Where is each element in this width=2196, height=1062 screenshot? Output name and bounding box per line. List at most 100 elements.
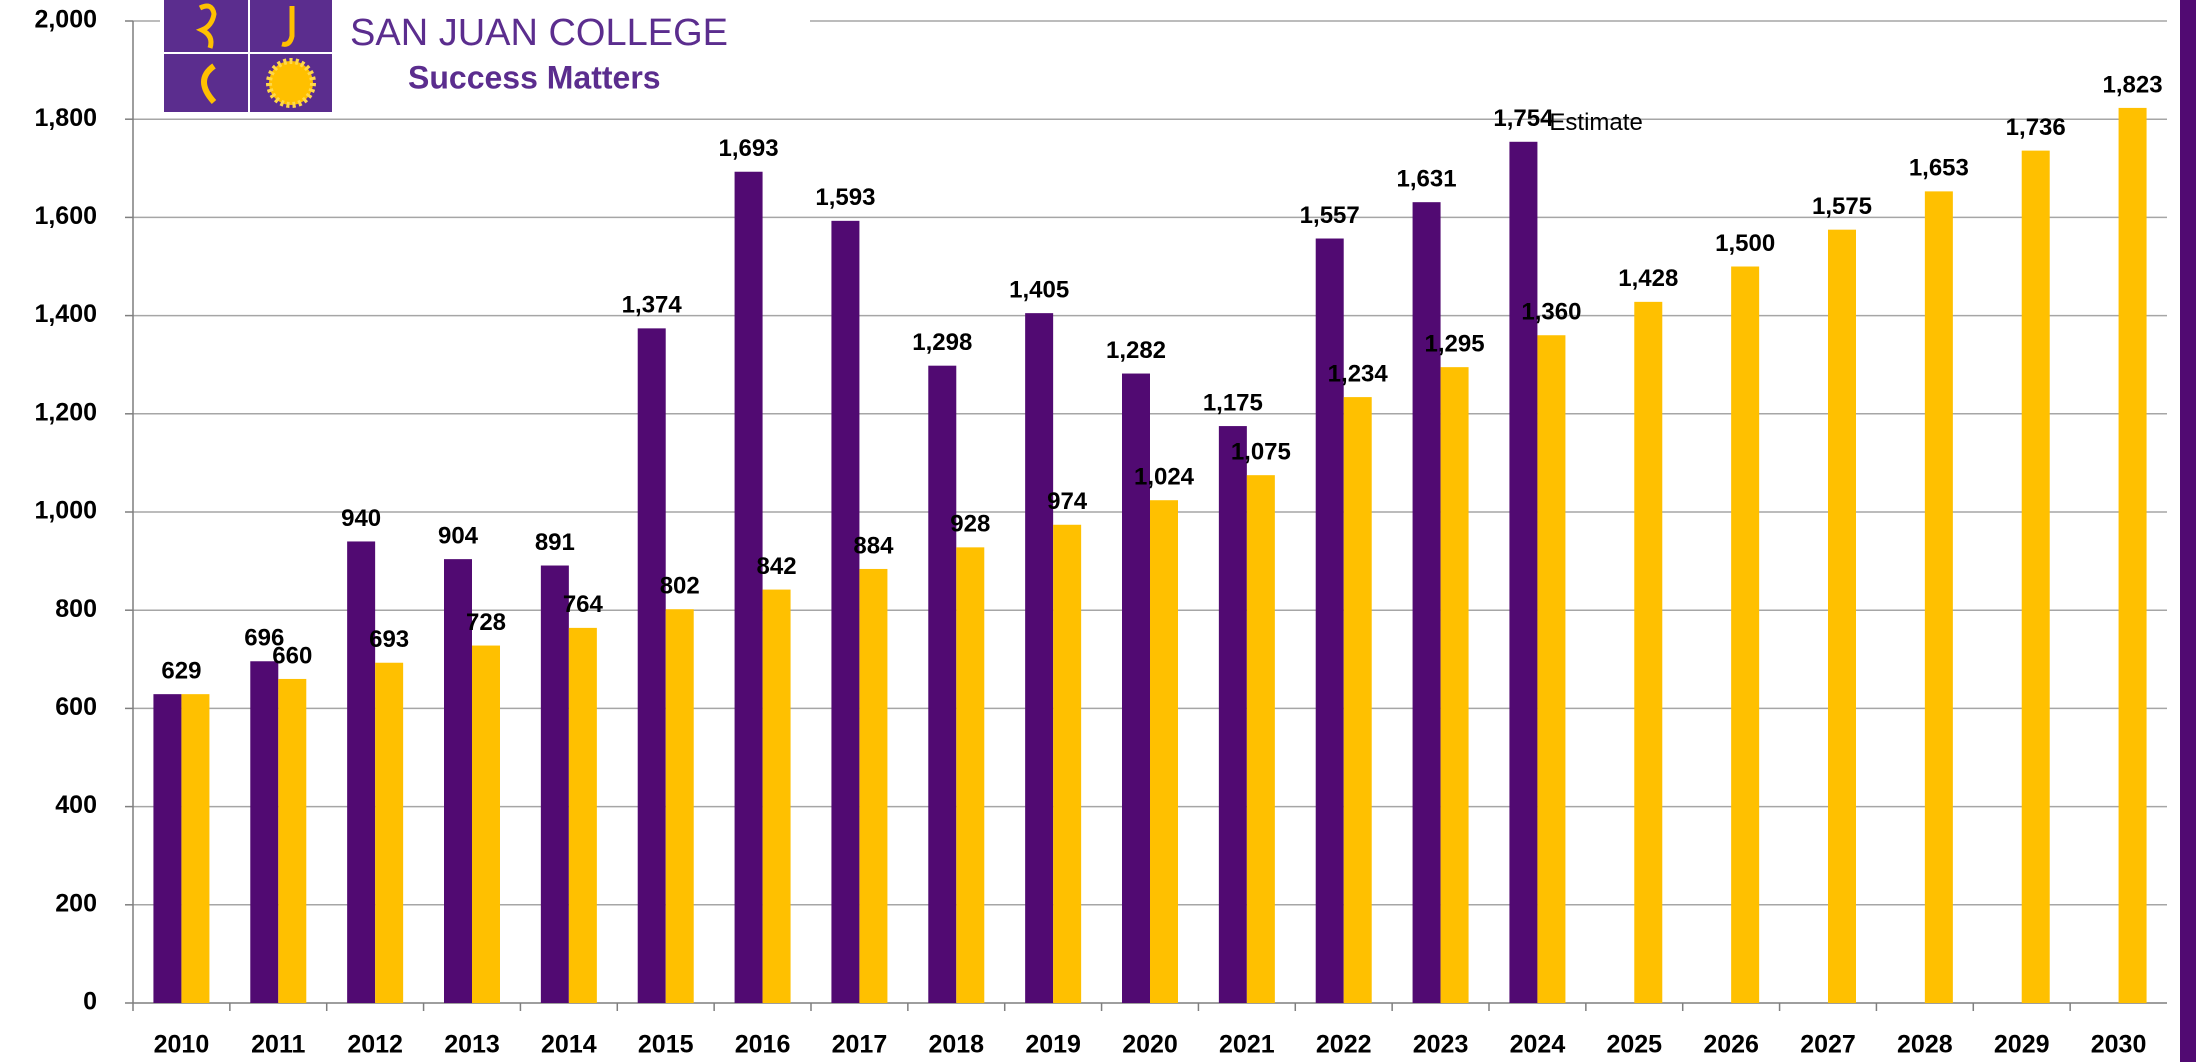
x-tick-label: 2017 [832, 1031, 888, 1059]
bar [956, 547, 985, 1003]
bar [1025, 313, 1054, 1003]
bar [1412, 202, 1441, 1003]
data-label: 764 [563, 591, 604, 618]
bar [181, 694, 210, 1003]
data-label: 1,374 [622, 292, 683, 319]
x-tick-label: 2010 [154, 1031, 210, 1059]
bar [1122, 373, 1150, 1004]
bar [278, 678, 307, 1003]
data-label: 891 [535, 529, 575, 556]
logo-icon [266, 58, 316, 108]
data-label: 1,075 [1231, 439, 1291, 466]
x-tick-label: 2011 [251, 1031, 305, 1059]
data-label: 904 [438, 522, 479, 549]
data-label: 696 [244, 625, 284, 652]
logo-icon [195, 3, 217, 49]
data-label: 802 [660, 573, 700, 600]
bar [928, 365, 957, 1003]
x-tick-label: 2013 [444, 1031, 500, 1059]
data-label: 974 [1047, 488, 1088, 515]
bar [831, 220, 860, 1003]
data-label: 629 [161, 658, 201, 685]
data-label: 1,428 [1618, 265, 1678, 292]
data-label: 1,405 [1009, 276, 1069, 303]
bar [1150, 500, 1178, 1003]
x-tick-label: 2015 [638, 1031, 694, 1059]
x-tick-label: 2020 [1122, 1031, 1178, 1059]
data-label: 1,631 [1397, 166, 1457, 193]
y-tick-label: 1,600 [34, 202, 97, 230]
bar [1828, 229, 1856, 1004]
x-tick-label: 2028 [1897, 1031, 1953, 1059]
bar [1440, 367, 1469, 1003]
logo-subtitle: Success Matters [408, 59, 661, 95]
bar [1537, 335, 1566, 1003]
y-tick-label: 600 [55, 693, 97, 721]
data-label: 1,693 [719, 135, 779, 162]
x-tick-label: 2026 [1703, 1031, 1759, 1059]
data-label: 1,234 [1328, 360, 1389, 387]
data-label: 1,360 [1521, 299, 1581, 326]
y-tick-label: 1,400 [34, 300, 97, 328]
bar [250, 661, 279, 1003]
data-label: 1,823 [2103, 71, 2163, 98]
data-label: 1,593 [815, 184, 875, 211]
bar [153, 694, 182, 1003]
data-label: 1,295 [1425, 330, 1485, 357]
y-tick-label: 800 [55, 595, 97, 623]
logo-icon [281, 6, 295, 47]
data-label: 928 [950, 511, 990, 538]
y-tick-label: 1,800 [34, 104, 97, 132]
bar [1634, 301, 1663, 1003]
plot-area: 0 200 400 600 800 1,000 1,200 1,400 1,600 1,800 2,… [34, 6, 2167, 1059]
x-tick-label: 2021 [1219, 1031, 1275, 1059]
data-label: 728 [466, 609, 506, 636]
bar [1509, 141, 1538, 1003]
data-label: 1,754 [1493, 105, 1554, 132]
bar [1246, 475, 1275, 1003]
bar [1924, 191, 1953, 1003]
x-tick-label: 2023 [1413, 1031, 1469, 1059]
x-tick-label: 2024 [1510, 1031, 1566, 1059]
data-label: 1,298 [912, 329, 972, 356]
bar [347, 541, 376, 1003]
data-label: 1,175 [1203, 389, 1263, 416]
x-tick-label: 2025 [1606, 1031, 1662, 1059]
bar [762, 589, 791, 1003]
data-label: 884 [853, 532, 894, 559]
data-label: 1,282 [1106, 337, 1166, 364]
x-tick-label: 2014 [541, 1031, 597, 1059]
annotation: Estimate [1549, 109, 1642, 136]
bar [637, 328, 666, 1004]
bar [1218, 426, 1247, 1003]
y-tick-label: 1,200 [34, 398, 97, 426]
data-label: 1,653 [1909, 155, 1969, 182]
x-tick-label: 2019 [1025, 1031, 1081, 1059]
data-label: 693 [369, 626, 409, 653]
y-tick-label: 400 [55, 791, 97, 819]
y-tick-label: 2,000 [34, 6, 97, 34]
bar [375, 662, 404, 1003]
x-tick-label: 2012 [347, 1031, 403, 1059]
x-tick-label: 2029 [1994, 1031, 2050, 1059]
bar [568, 627, 597, 1003]
bar [472, 645, 500, 1003]
data-label: 1,557 [1300, 202, 1360, 229]
y-tick-label: 1,000 [34, 497, 97, 525]
bar [1053, 524, 1082, 1003]
y-tick-label: 200 [55, 889, 97, 917]
data-label: 1,575 [1812, 193, 1872, 220]
data-label: 1,024 [1134, 464, 1195, 491]
x-tick-label: 2018 [928, 1031, 984, 1059]
data-label: 940 [341, 505, 381, 532]
x-tick-label: 2027 [1800, 1031, 1856, 1059]
data-label: 1,736 [2006, 114, 2066, 141]
bar [1343, 397, 1372, 1004]
bar [859, 568, 888, 1003]
logo: SAN JUAN COLLEGE Success Matters [160, 0, 810, 116]
data-label: 1,500 [1715, 230, 1775, 257]
bar [444, 559, 472, 1003]
side-strip [2180, 0, 2196, 1062]
